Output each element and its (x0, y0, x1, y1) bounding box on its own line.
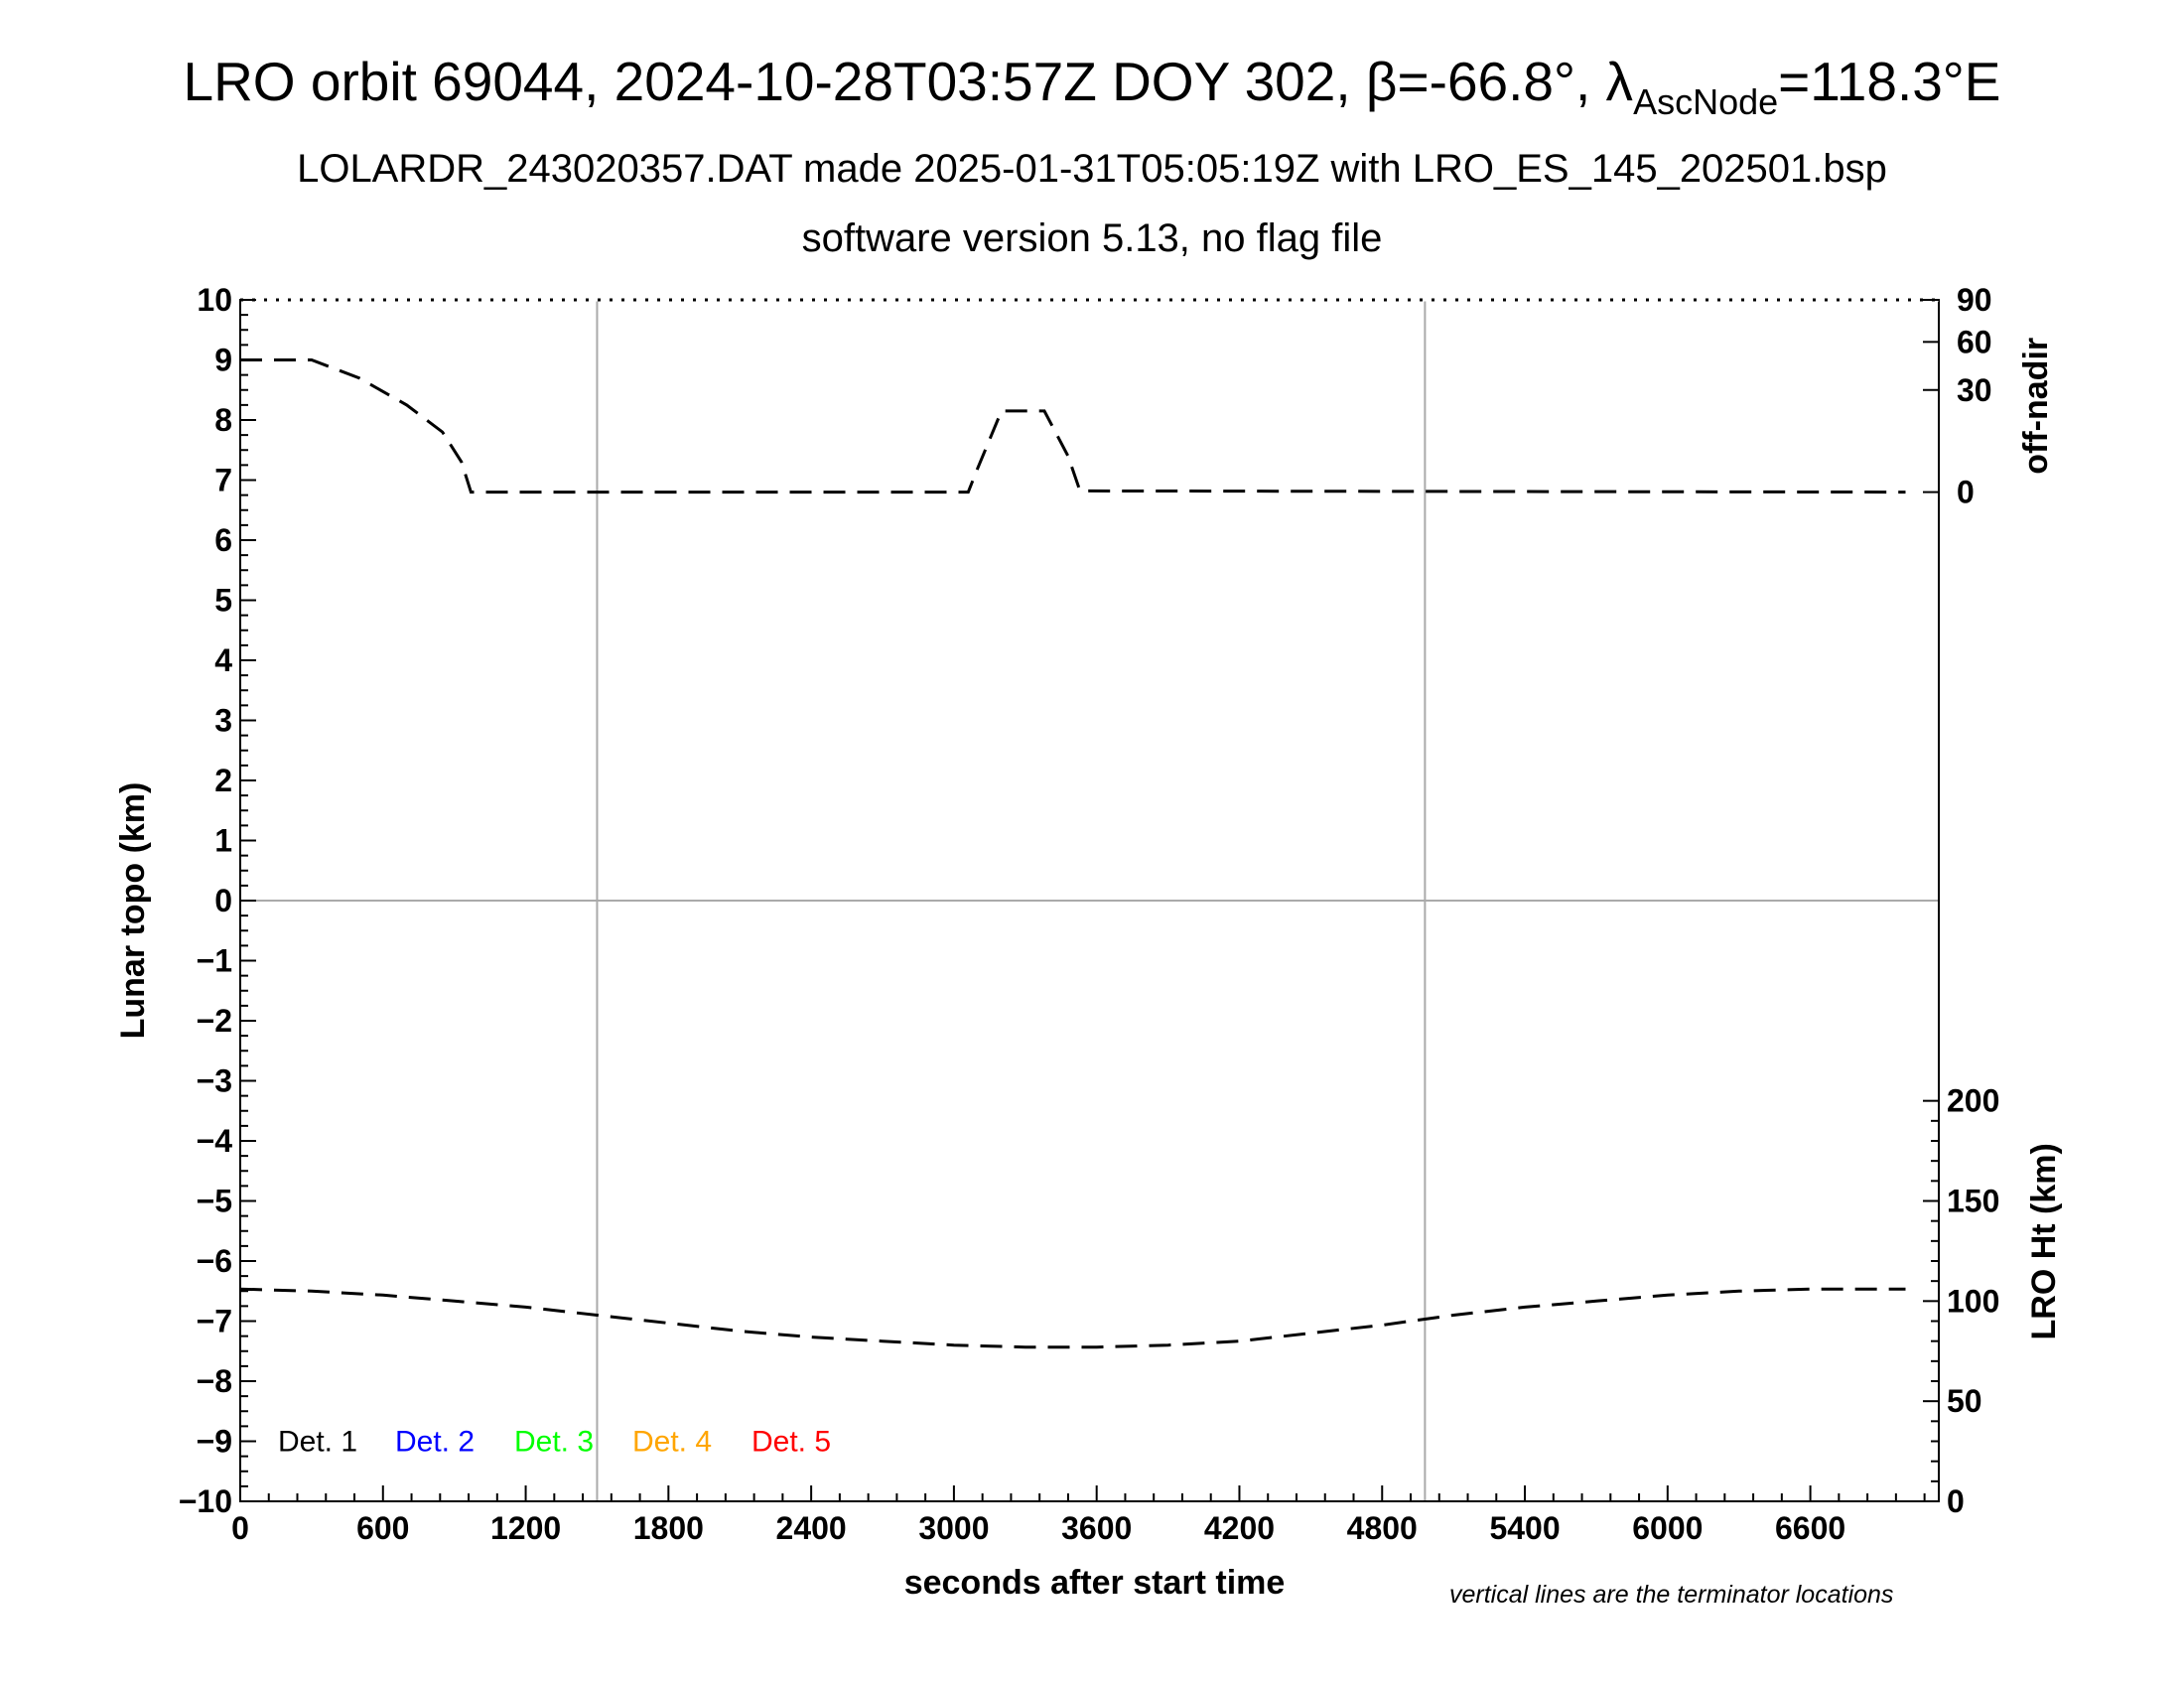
right-bottom-tick-label: 150 (1947, 1184, 1999, 1219)
chart-subtitle-file: LOLARDR_243020357.DAT made 2025-01-31T05… (297, 147, 1887, 191)
y-tick-label: 2 (214, 763, 232, 798)
right-top-tick-label: 0 (1957, 475, 1975, 510)
y-tick-label: 9 (214, 343, 232, 378)
x-tick-label: 2400 (776, 1510, 847, 1546)
y-tick-label: −4 (197, 1123, 233, 1159)
y-tick-label: 1 (214, 823, 232, 859)
right-top-axis-label: off-nadir (2017, 338, 2055, 475)
y-tick-label: −6 (197, 1243, 232, 1279)
right-bottom-tick-label: 50 (1947, 1383, 1982, 1419)
y-tick-label: 3 (214, 703, 232, 739)
x-axis-label: seconds after start time (904, 1564, 1286, 1602)
right-bottom-tick-label: 0 (1947, 1483, 1965, 1519)
x-tick-label: 6600 (1775, 1510, 1845, 1546)
y-tick-label: 4 (214, 642, 232, 678)
y-tick-label: −3 (197, 1063, 232, 1099)
x-tick-label: 1200 (490, 1510, 561, 1546)
chart-title: LRO orbit 69044, 2024-10-28T03:57Z DOY 3… (0, 50, 2184, 123)
y-tick-label: 5 (214, 583, 232, 619)
right-top-tick-label: 90 (1957, 282, 1992, 318)
x-tick-label: 6000 (1632, 1510, 1703, 1546)
chart-title-suffix: =118.3°E (1778, 51, 2001, 112)
y-tick-label: 0 (214, 883, 232, 918)
y-tick-label: −5 (197, 1184, 232, 1219)
y-tick-label: −9 (197, 1424, 232, 1460)
x-tick-label: 4800 (1347, 1510, 1418, 1546)
legend-entry-det-1: Det. 1 (278, 1426, 357, 1459)
legend-entry-det-5: Det. 5 (751, 1426, 831, 1459)
x-tick-label: 1800 (633, 1510, 704, 1546)
legend-entry-det-2: Det. 2 (395, 1426, 475, 1459)
x-tick-label: 600 (356, 1510, 409, 1546)
legend-entry-det-3: Det. 3 (514, 1426, 594, 1459)
x-tick-label: 0 (231, 1510, 249, 1546)
right-top-tick-label: 30 (1957, 372, 1992, 408)
y-tick-label: 6 (214, 522, 232, 558)
series-line-lro-ht (239, 1287, 1906, 1349)
y-tick-label: −8 (197, 1363, 232, 1399)
chart-title-subscript: AscNode (1633, 81, 1779, 122)
y-tick-label: −10 (179, 1483, 232, 1519)
x-tick-label: 3000 (918, 1510, 989, 1546)
x-tick-label: 5400 (1489, 1510, 1560, 1546)
y-tick-label: 7 (214, 463, 232, 498)
right-bottom-axis-label: LRO Ht (km) (2025, 1143, 2063, 1339)
right-bottom-tick-label: 200 (1947, 1083, 1999, 1119)
legend-entry-det-4: Det. 4 (632, 1426, 712, 1459)
y-tick-label: −2 (197, 1003, 232, 1039)
y-axis-label: Lunar topo (km) (114, 782, 152, 1040)
terminator-footnote: vertical lines are the terminator locati… (1449, 1581, 1894, 1609)
series-line-off-nadir (240, 358, 1906, 494)
right-top-tick-label: 60 (1957, 324, 1992, 359)
x-tick-label: 3600 (1061, 1510, 1132, 1546)
y-tick-label: −7 (197, 1304, 232, 1339)
y-tick-label: −1 (197, 943, 232, 979)
chart-subtitle-version: software version 5.13, no flag file (801, 216, 1383, 260)
y-tick-label: 10 (197, 282, 232, 318)
x-tick-label: 4200 (1204, 1510, 1275, 1546)
chart-title-prefix: LRO orbit 69044, 2024-10-28T03:57Z DOY 3… (183, 51, 1634, 112)
y-tick-label: 8 (214, 402, 232, 438)
right-bottom-tick-label: 100 (1947, 1283, 1999, 1319)
